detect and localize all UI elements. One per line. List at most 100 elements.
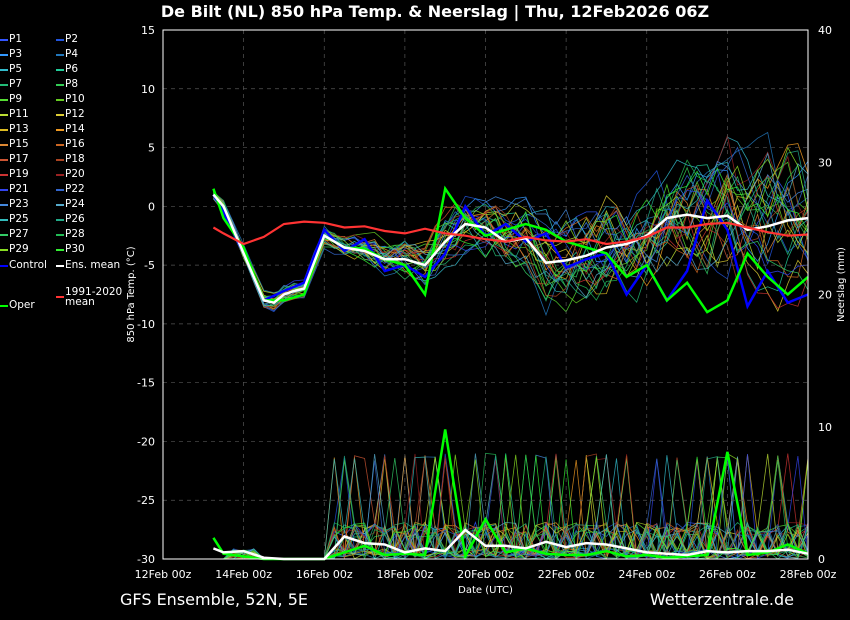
legend-swatch [56, 83, 64, 86]
legend-item: P16 [56, 138, 85, 151]
legend-swatch [0, 218, 8, 221]
chart-title: De Bilt (NL) 850 hPa Temp. & Neerslag | … [160, 2, 710, 21]
y-axis-label: 850 hPa Temp. (°C) [126, 246, 137, 342]
legend-label: P12 [65, 108, 85, 120]
legend-item: P18 [56, 153, 85, 166]
legend-swatch [0, 68, 8, 71]
legend-label: 1991-2020 mean [65, 286, 123, 308]
legend-label: P6 [65, 63, 79, 75]
legend-item: P19 [0, 168, 29, 181]
legend-item: 1991-2020 mean [56, 287, 122, 307]
x-tick-label: 18Feb 00z [377, 568, 434, 581]
legend-label: P27 [9, 228, 29, 240]
y2-tick-label: 10 [818, 421, 832, 434]
legend-swatch [0, 113, 8, 116]
legend-item: P6 [56, 63, 78, 76]
legend-swatch [56, 68, 64, 71]
legend-label: Ens. mean [65, 259, 121, 271]
y-tick-label: 5 [148, 142, 155, 155]
legend-swatch [0, 38, 8, 41]
legend-swatch [56, 264, 64, 267]
legend-swatch [56, 188, 64, 191]
legend-swatch [0, 173, 8, 176]
legend-item: P27 [0, 228, 29, 241]
legend-label: P7 [9, 78, 23, 90]
legend-swatch [0, 98, 8, 101]
x-tick-label: 16Feb 00z [296, 568, 353, 581]
legend-swatch [56, 113, 64, 116]
x-tick-label: 12Feb 00z [135, 568, 192, 581]
legend-label: P22 [65, 183, 85, 195]
series-line-oper [212, 185, 809, 314]
legend-swatch [0, 203, 8, 206]
legend-swatch [0, 264, 8, 267]
legend-label: P2 [65, 33, 79, 45]
legend-label: P11 [9, 108, 29, 120]
legend-item: P12 [56, 108, 85, 121]
x-tick-label: 24Feb 00z [618, 568, 675, 581]
legend-swatch [56, 158, 64, 161]
legend-item: Control [0, 259, 47, 272]
legend-label: P30 [65, 243, 85, 255]
legend-label: P8 [65, 78, 79, 90]
legend-label: P1 [9, 33, 23, 45]
y-tick-label: -5 [144, 259, 155, 272]
legend-label: Control [9, 259, 47, 271]
y2-tick-label: 40 [818, 24, 832, 37]
y-tick-label: 10 [141, 83, 155, 96]
legend-label: P28 [65, 228, 85, 240]
x-axis-label: Date (UTC) [458, 585, 513, 596]
legend-swatch [56, 203, 64, 206]
legend-swatch [0, 188, 8, 191]
legend-item: P24 [56, 198, 85, 211]
legend-item: P14 [56, 123, 85, 136]
legend-swatch [0, 158, 8, 161]
legend-item: P5 [0, 63, 22, 76]
legend-item: P11 [0, 108, 29, 121]
legend-item: P28 [56, 228, 85, 241]
legend-swatch [56, 218, 64, 221]
y-tick-label: -15 [137, 377, 155, 390]
legend-swatch [56, 248, 64, 251]
legend-item: P21 [0, 183, 29, 196]
legend-swatch [56, 143, 64, 146]
legend-item: P20 [56, 168, 85, 181]
legend-label: P29 [9, 243, 29, 255]
y-tick-label: -25 [137, 494, 155, 507]
legend-item: P13 [0, 123, 29, 136]
axes: 15 10 5 0 -5 -10 -15 -20 -25 -30 40 30 20 10 0 12Feb 00… [126, 24, 847, 596]
member-temp-line [213, 159, 809, 301]
x-tick-label: 14Feb 00z [215, 568, 272, 581]
y2-tick-label: 20 [818, 289, 832, 302]
legend-swatch [0, 128, 8, 131]
legend-label: P3 [9, 48, 23, 60]
legend-swatch [56, 53, 64, 56]
legend-swatch [0, 304, 8, 307]
y-tick-label: 15 [141, 24, 155, 37]
legend-swatch [0, 53, 8, 56]
legend-label: P16 [65, 138, 85, 150]
legend-label: P18 [65, 153, 85, 165]
legend-label: P26 [65, 213, 85, 225]
legend-item: P2 [56, 33, 78, 46]
source-label: Wetterzentrale.de [649, 590, 794, 609]
legend-swatch [56, 296, 64, 298]
legend-item: P23 [0, 198, 29, 211]
member-temp-line [213, 166, 809, 307]
legend-label: P5 [9, 63, 23, 75]
legend-label: P9 [9, 93, 23, 105]
series-line-1991-2020-mean [212, 220, 809, 246]
legend-item: P3 [0, 48, 22, 61]
legend-item: P1 [0, 33, 22, 46]
legend-label: P13 [9, 123, 29, 135]
series-lines [212, 185, 809, 561]
legend-item: P26 [56, 213, 85, 226]
legend-swatch [56, 128, 64, 131]
legend-item: P22 [56, 183, 85, 196]
legend-item: P10 [56, 93, 85, 106]
x-tick-label: 22Feb 00z [538, 568, 595, 581]
legend-item: Ens. mean [56, 259, 120, 272]
legend-label: P14 [65, 123, 85, 135]
model-label: GFS Ensemble, 52N, 5E [120, 590, 308, 609]
